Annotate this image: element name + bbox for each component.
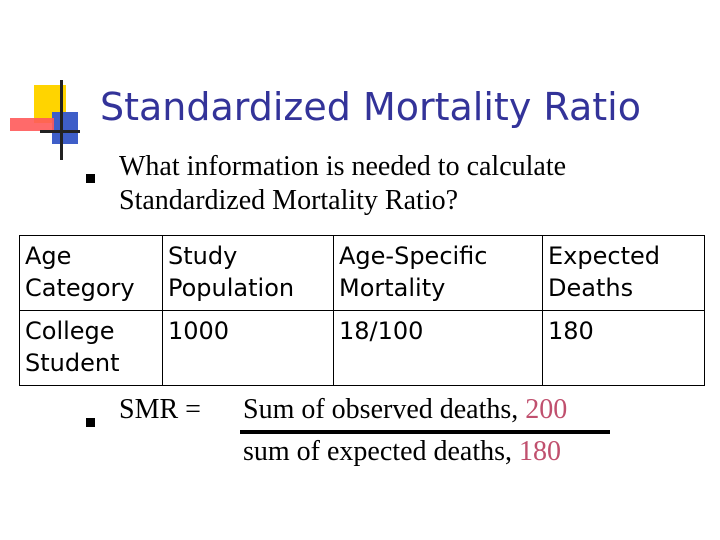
slide-title: Standardized Mortality Ratio <box>100 85 641 129</box>
table-header-row: Age Category Study Population Age-Specif… <box>19 235 705 311</box>
header-cell-study-population: Study Population <box>162 235 334 311</box>
smr-label: SMR = <box>119 394 201 425</box>
red-bar <box>10 118 54 131</box>
table-row: College Student 1000 18/100 180 <box>19 310 705 386</box>
fraction-line <box>240 430 610 434</box>
blue-square <box>52 112 78 144</box>
vertical-line <box>60 80 63 160</box>
slide-decoration-logo <box>10 80 80 160</box>
bullet-icon <box>86 174 95 183</box>
cell-study-population: 1000 <box>162 310 334 386</box>
formula-numerator: Sum of observed deaths, 200 <box>243 394 567 426</box>
header-cell-age-category: Age Category <box>19 235 163 311</box>
cell-age-specific-mortality: 18/100 <box>333 310 543 386</box>
numerator-value: 200 <box>525 394 568 425</box>
question-text: What information is needed to calculate … <box>119 151 567 216</box>
cell-expected-deaths: 180 <box>542 310 705 386</box>
denominator-value: 180 <box>519 436 562 467</box>
horizontal-line <box>40 130 80 133</box>
denominator-text: sum of expected deaths, <box>243 436 520 467</box>
header-cell-expected-deaths: Expected Deaths <box>542 235 705 311</box>
cell-age-category: College Student <box>19 310 163 386</box>
numerator-text: Sum of observed deaths, <box>243 394 526 425</box>
header-cell-age-specific-mortality: Age-Specific Mortality <box>333 235 543 311</box>
formula-denominator: sum of expected deaths, 180 <box>243 436 561 468</box>
smr-table: Age Category Study Population Age-Specif… <box>19 235 705 386</box>
bullet-icon <box>86 418 95 427</box>
